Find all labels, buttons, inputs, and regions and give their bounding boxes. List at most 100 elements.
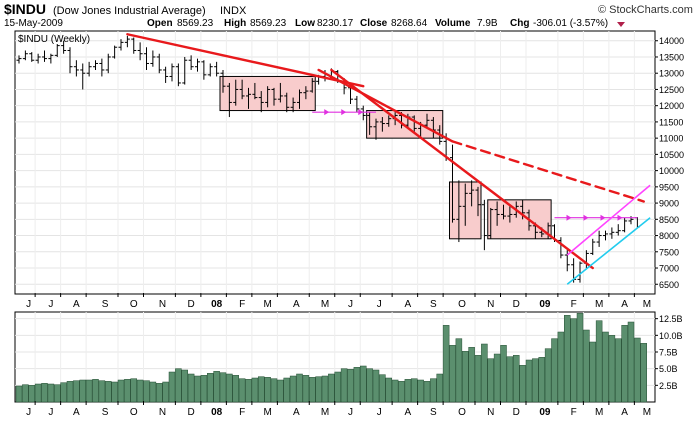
volume-bar bbox=[615, 338, 622, 403]
price-bar bbox=[163, 66, 169, 83]
volume-bar bbox=[238, 378, 246, 403]
volume-bar bbox=[277, 379, 284, 403]
month-label: S bbox=[102, 407, 109, 418]
stat-chg-label: Chg bbox=[510, 18, 529, 29]
month-label: A bbox=[293, 299, 300, 310]
volume-bar bbox=[92, 379, 99, 403]
volume-tick-label: 7.5B bbox=[659, 348, 678, 358]
price-bar bbox=[118, 39, 124, 51]
price-bar bbox=[596, 230, 602, 247]
volume-bar bbox=[328, 373, 335, 403]
volume-bar bbox=[73, 380, 80, 403]
month-label: 08 bbox=[211, 407, 223, 418]
price-bar bbox=[469, 180, 475, 207]
volume-bar bbox=[34, 383, 42, 403]
volume-bar bbox=[283, 377, 290, 403]
price-bar bbox=[61, 40, 67, 54]
volume-bar bbox=[296, 373, 303, 403]
price-bar bbox=[169, 63, 175, 82]
volume-bar bbox=[66, 381, 74, 403]
volume-bar bbox=[557, 331, 565, 403]
stat-volume-label: Volume bbox=[435, 18, 471, 29]
price-bar bbox=[86, 61, 92, 77]
volume-month-axis: J J A S O N D 08 F M A M J J A S O N D 09 F M A M bbox=[26, 401, 651, 418]
month-label: M bbox=[643, 299, 651, 310]
month-label: D bbox=[188, 299, 195, 310]
volume-bar bbox=[105, 381, 112, 403]
price-bar bbox=[124, 35, 130, 48]
price-bar bbox=[144, 47, 149, 70]
price-bar bbox=[93, 60, 98, 70]
price-bar bbox=[290, 97, 296, 113]
price-bar bbox=[603, 230, 608, 241]
month-label: M bbox=[263, 299, 271, 310]
volume-bar bbox=[41, 383, 48, 403]
price-bar bbox=[424, 113, 430, 129]
volume-bar bbox=[149, 381, 157, 403]
volume-bar bbox=[334, 371, 341, 403]
month-label: F bbox=[571, 407, 577, 418]
month-label: D bbox=[513, 407, 520, 418]
volume-bar bbox=[28, 385, 35, 403]
volume-bar bbox=[213, 371, 220, 403]
price-bar bbox=[214, 61, 220, 77]
price-tick-label: 11500 bbox=[659, 117, 683, 127]
month-label: M bbox=[643, 407, 651, 418]
price-bar bbox=[16, 55, 22, 64]
month-label: J bbox=[26, 407, 31, 418]
price-bar bbox=[411, 115, 417, 132]
volume-bar bbox=[124, 379, 131, 403]
price-bar bbox=[590, 238, 596, 256]
price-tick-label: 12500 bbox=[659, 85, 684, 95]
price-bar bbox=[609, 227, 615, 239]
cyan-channel-line bbox=[566, 217, 651, 285]
price-bar bbox=[386, 115, 392, 127]
volume-bar bbox=[436, 373, 443, 403]
price-bar bbox=[258, 91, 264, 113]
volume-bar bbox=[143, 380, 150, 403]
price-bar bbox=[507, 206, 513, 223]
arrow-head-icon bbox=[617, 214, 623, 221]
price-tick-label: 13000 bbox=[659, 69, 684, 79]
price-bar bbox=[239, 79, 245, 100]
down-arrow-icon bbox=[617, 22, 625, 27]
price-gridlines bbox=[15, 31, 655, 294]
volume-bar bbox=[442, 325, 450, 403]
volume-bar bbox=[360, 365, 367, 403]
arrow-head-icon bbox=[600, 214, 606, 221]
volume-bar bbox=[162, 381, 169, 403]
price-bar bbox=[456, 180, 462, 243]
price-bar bbox=[303, 86, 309, 100]
volume-bar bbox=[85, 379, 93, 403]
volume-bar bbox=[525, 359, 533, 403]
volume-bars bbox=[15, 313, 647, 403]
price-bar bbox=[156, 53, 162, 74]
volume-bar bbox=[474, 355, 482, 403]
volume-panel: 12.5B 10.0B 7.5B 5.0B 2.5B bbox=[14, 311, 683, 403]
volume-bar bbox=[270, 378, 278, 403]
chart-date: 15-May-2009 bbox=[4, 18, 63, 29]
volume-bar bbox=[583, 329, 590, 403]
magenta-channel-line bbox=[566, 184, 651, 256]
volume-bar bbox=[264, 377, 271, 403]
price-bar bbox=[481, 199, 487, 251]
volume-bar bbox=[379, 374, 386, 403]
volume-bar bbox=[194, 375, 201, 403]
month-label: F bbox=[571, 299, 577, 310]
chart-symbol: $INDU bbox=[4, 1, 46, 17]
volume-bar bbox=[385, 377, 392, 403]
price-bar bbox=[622, 217, 628, 233]
volume-bar bbox=[347, 369, 354, 403]
volume-bar bbox=[417, 379, 424, 403]
price-tick-label: 6500 bbox=[659, 280, 679, 290]
price-bar bbox=[80, 63, 86, 90]
month-label: S bbox=[430, 407, 437, 418]
volume-bar bbox=[487, 358, 494, 403]
volume-bar bbox=[513, 355, 520, 403]
volume-bar bbox=[595, 320, 603, 403]
price-bar bbox=[252, 82, 258, 100]
volume-bar bbox=[423, 381, 431, 403]
volume-bar bbox=[493, 353, 501, 403]
arrow-head-icon bbox=[358, 109, 364, 116]
month-label: N bbox=[159, 407, 166, 418]
